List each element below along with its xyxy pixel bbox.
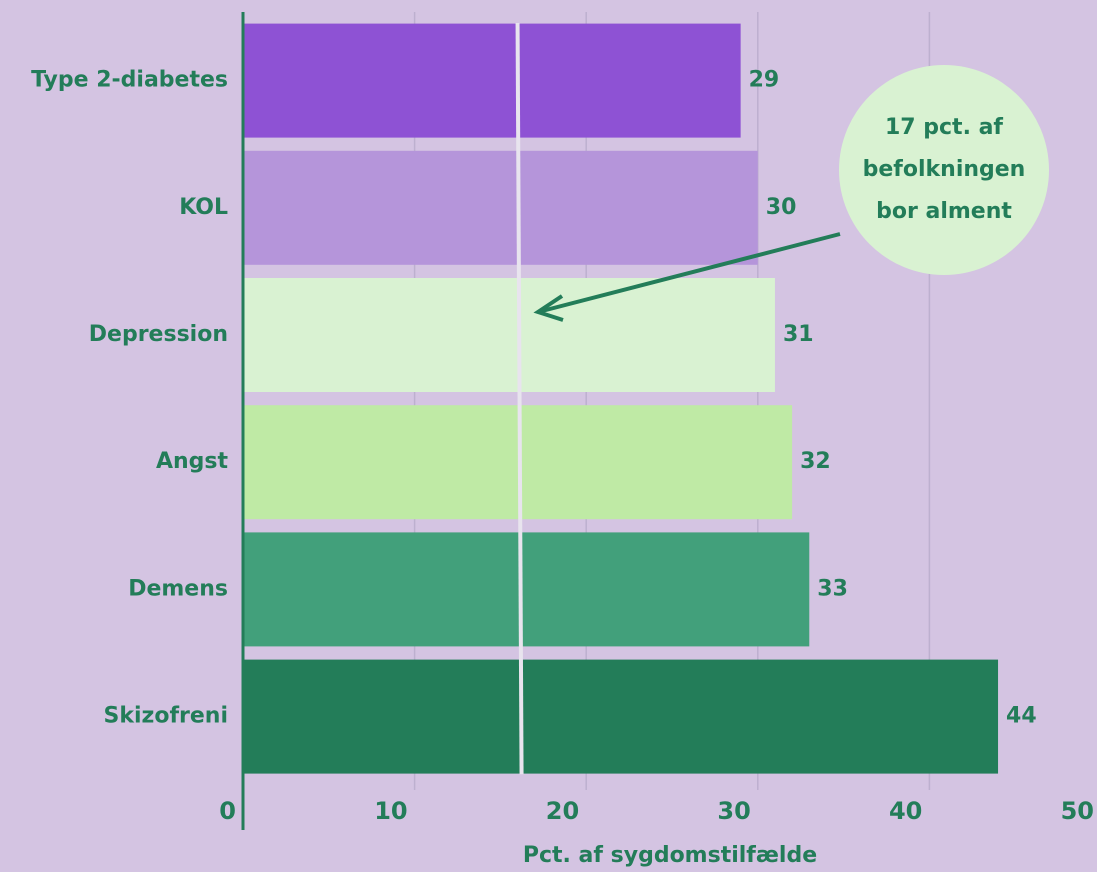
arrow-head <box>533 294 564 322</box>
bar <box>243 278 775 392</box>
x-tick-label: 0 <box>219 797 236 825</box>
x-tick-label: 20 <box>546 797 579 825</box>
annotation-arrow <box>541 232 841 313</box>
x-axis-title: Pct. af sygdomstilfælde <box>523 843 817 868</box>
y-tick-label: Skizofreni <box>104 704 228 729</box>
annotation-text: befolkningen <box>863 157 1026 182</box>
x-tick-label: 10 <box>374 797 407 825</box>
bar <box>243 532 810 647</box>
x-tick-label: 30 <box>717 797 750 825</box>
y-tick-label: Depression <box>89 322 228 347</box>
bar <box>243 23 741 138</box>
value-label: 44 <box>1006 704 1037 729</box>
value-label: 29 <box>749 68 780 93</box>
y-tick-label: Type 2-diabetes <box>31 68 228 93</box>
bar <box>243 150 758 265</box>
value-label: 32 <box>800 449 831 474</box>
annotation-bubble <box>839 65 1049 275</box>
annotation-text: bor alment <box>876 199 1012 224</box>
value-label: 31 <box>783 322 814 347</box>
x-tick-label: 40 <box>889 797 922 825</box>
y-tick-label: Angst <box>156 449 229 474</box>
bar <box>243 405 793 520</box>
x-tick-label: 50 <box>1061 797 1094 825</box>
y-tick-label: KOL <box>179 195 228 220</box>
bars <box>243 22 999 775</box>
annotation-text: 17 pct. af <box>885 115 1003 140</box>
y-tick-label: Demens <box>128 576 228 601</box>
value-label: 30 <box>766 195 797 220</box>
reference-line <box>515 22 524 775</box>
bar <box>243 659 999 774</box>
value-label: 33 <box>817 576 848 601</box>
